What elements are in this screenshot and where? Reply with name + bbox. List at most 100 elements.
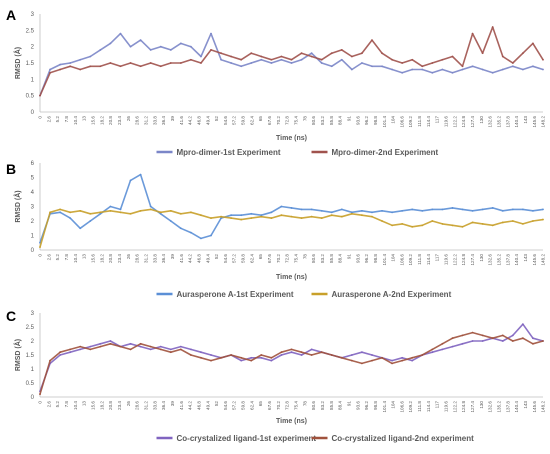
data-point: [471, 340, 474, 342]
data-point: [109, 205, 112, 208]
data-point: [431, 62, 434, 64]
x-tick-label: 148.2: [541, 116, 546, 128]
data-point: [220, 52, 222, 55]
x-tick-label: 65: [258, 401, 263, 407]
data-point: [381, 209, 383, 212]
x-tick-label: 83.2: [320, 254, 325, 263]
y-tick-label: 6: [31, 161, 35, 167]
x-tick-label: 101.4: [382, 401, 387, 413]
data-point: [139, 39, 142, 42]
x-tick-label: 49.4: [205, 254, 210, 263]
data-point: [491, 207, 494, 209]
data-point: [210, 234, 212, 237]
x-tick-label: 117: [435, 254, 440, 262]
x-tick-label: 135.2: [496, 254, 501, 266]
data-point: [99, 65, 102, 68]
x-tick-label: 132.6: [488, 401, 493, 413]
y-tick-label: 0: [31, 110, 35, 116]
data-point: [361, 62, 363, 64]
x-tick-label: 18.2: [99, 116, 104, 125]
data-point: [169, 49, 172, 51]
data-point: [501, 221, 504, 224]
data-point: [99, 211, 102, 214]
x-tick-label: 130: [479, 254, 484, 262]
data-point: [89, 348, 92, 351]
data-point: [39, 94, 41, 97]
x-tick-label: 104: [391, 401, 396, 409]
x-tick-label: 0: [38, 116, 43, 119]
data-point: [310, 354, 313, 356]
data-point: [371, 215, 373, 218]
x-axis-label: Time (ns): [276, 274, 307, 281]
data-point: [79, 345, 82, 348]
data-point: [210, 49, 212, 51]
x-tick-label: 75.4: [294, 254, 299, 263]
x-tick-label: 143: [523, 254, 528, 262]
data-point: [139, 342, 142, 345]
data-point: [280, 58, 283, 61]
data-point: [491, 337, 494, 340]
y-tick-label: 1.5: [26, 353, 35, 359]
data-point: [149, 348, 152, 351]
data-point: [210, 359, 212, 362]
x-tick-label: 65: [258, 116, 263, 122]
data-point: [411, 225, 414, 228]
x-tick-label: 119.6: [444, 116, 449, 128]
x-tick-label: 70.2: [276, 116, 281, 125]
x-tick-label: 117: [435, 401, 440, 409]
data-point: [159, 211, 162, 214]
data-point: [200, 237, 202, 240]
x-tick-label: 2.6: [46, 401, 51, 408]
x-tick-label: 54.6: [223, 116, 228, 125]
data-point: [79, 348, 82, 351]
x-tick-label: 78: [302, 401, 307, 407]
data-point: [109, 209, 112, 212]
data-point: [411, 68, 414, 71]
x-tick-label: 52: [214, 116, 219, 122]
data-point: [179, 345, 182, 348]
x-tick-label: 0: [38, 401, 43, 404]
data-point: [511, 220, 514, 222]
x-tick-label: 140.4: [514, 254, 519, 266]
x-tick-label: 109.2: [408, 116, 413, 128]
x-tick-label: 26: [126, 401, 131, 407]
data-point: [431, 351, 434, 354]
x-tick-label: 13: [82, 254, 87, 260]
x-tick-label: 101.4: [382, 116, 387, 128]
data-point: [49, 68, 51, 71]
data-point: [109, 342, 112, 345]
data-point: [481, 223, 484, 225]
y-tick-label: 0: [31, 248, 35, 254]
data-point: [330, 214, 333, 217]
x-tick-label: 72.8: [285, 254, 290, 263]
data-point: [401, 356, 404, 359]
x-tick-label: 104: [391, 254, 396, 262]
data-point: [159, 45, 162, 48]
x-tick-label: 111.8: [417, 254, 422, 265]
data-point: [99, 345, 102, 348]
data-point: [542, 340, 544, 342]
data-point: [461, 68, 464, 71]
x-tick-label: 10.4: [73, 116, 78, 125]
x-tick-label: 132.6: [488, 254, 493, 266]
x-tick-label: 44.2: [188, 254, 193, 263]
data-point: [89, 220, 92, 222]
data-point: [280, 55, 283, 58]
data-point: [300, 52, 303, 55]
data-point: [240, 214, 243, 217]
data-point: [179, 348, 182, 351]
y-tick-label: 0.5: [26, 381, 35, 387]
data-point: [511, 62, 514, 64]
data-point: [350, 68, 353, 71]
data-point: [501, 55, 504, 58]
x-tick-label: 54.6: [223, 401, 228, 410]
data-point: [129, 179, 132, 182]
x-tick-label: 44.2: [188, 401, 193, 410]
x-tick-label: 114.4: [426, 116, 431, 128]
data-point: [89, 55, 92, 58]
data-point: [270, 62, 273, 64]
data-point: [69, 65, 72, 68]
x-tick-label: 111.8: [417, 116, 422, 127]
x-tick-label: 28.6: [135, 116, 140, 125]
data-point: [521, 52, 524, 55]
